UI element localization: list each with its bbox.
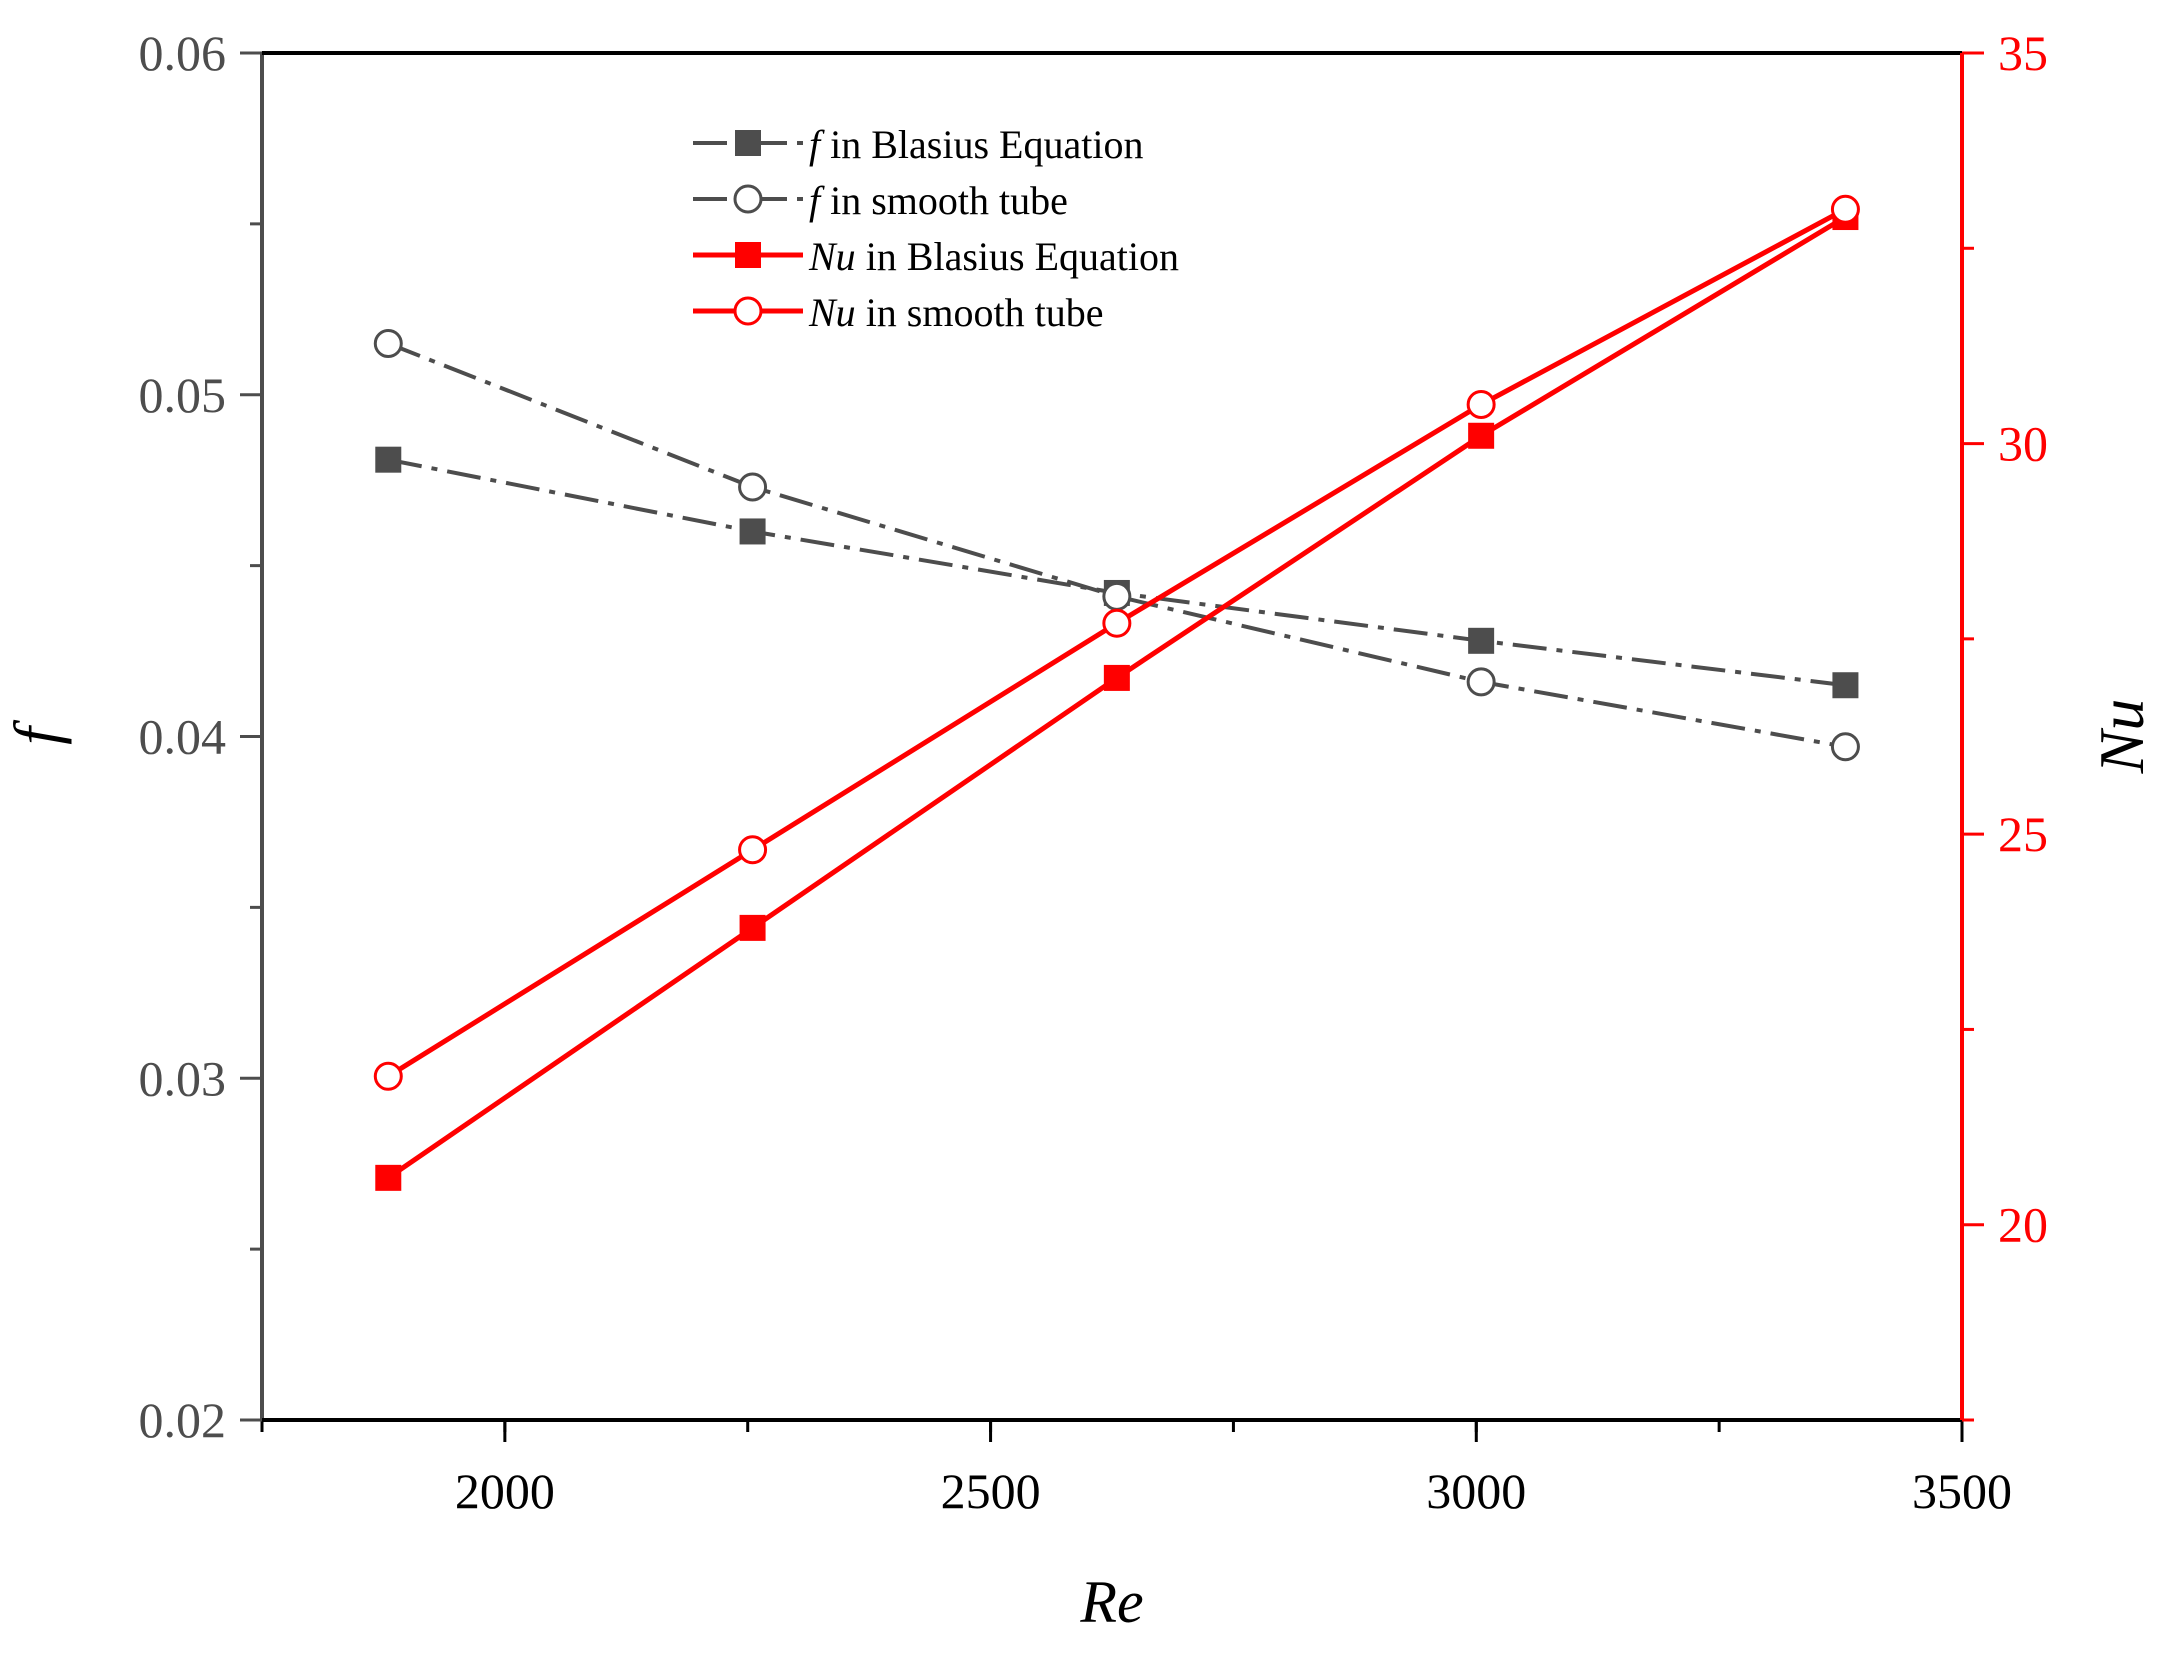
data-point [1103, 664, 1130, 691]
y-left-tick-label: 0.02 [139, 1392, 227, 1448]
legend-swatch-marker [735, 130, 761, 156]
data-point [1468, 422, 1495, 449]
series-line [386, 214, 1847, 1180]
series-3 [373, 194, 1860, 1091]
y-left-tick-label: 0.04 [139, 709, 227, 765]
data-point [1830, 194, 1860, 224]
data-point [1102, 608, 1132, 638]
data-point [1830, 732, 1860, 762]
y-left-axis-title: f [1, 719, 72, 745]
series-line [387, 341, 1846, 749]
legend-label-text: in smooth tube [820, 178, 1068, 223]
legend-item: f in smooth tube [693, 178, 1068, 223]
data-point [739, 518, 766, 545]
data-point [375, 446, 402, 473]
y-right-tick-label: 35 [1998, 25, 2048, 81]
x-tick-label: 3500 [1912, 1463, 2012, 1519]
data-point [373, 328, 403, 358]
data-point [373, 1061, 403, 1091]
data-point [1468, 627, 1495, 654]
legend-label: f in Blasius Equation [809, 122, 1143, 167]
series-2 [375, 204, 1859, 1191]
legend-label-text: in smooth tube [856, 290, 1104, 335]
legend-label: f in smooth tube [809, 178, 1068, 223]
y-right-tick-label: 25 [1998, 806, 2048, 862]
legend: f in Blasius Equation f in smooth tube Nu … [693, 122, 1179, 335]
series-0 [375, 446, 1859, 699]
x-axis-ticks: 2000 2500 3000 3500 [260, 1420, 2012, 1519]
y-left-tick-label: 0.03 [139, 1050, 227, 1106]
series-line [387, 457, 1846, 688]
legend-label-text: in Blasius Equation [856, 234, 1179, 279]
legend-label-symbol: Nu [808, 234, 856, 279]
y-right-axis-title: Nu [2086, 699, 2157, 775]
data-point [738, 472, 768, 502]
data-point [1466, 390, 1496, 420]
legend-item: Nu in smooth tube [693, 290, 1103, 335]
y-left-tick-label: 0.06 [139, 25, 227, 81]
x-tick-label: 2000 [455, 1463, 555, 1519]
y-left-axis-ticks: 0.02 0.03 0.04 0.05 0.06 [139, 25, 262, 1448]
y-right-tick-label: 30 [1998, 416, 2048, 472]
x-tick-label: 3000 [1426, 1463, 1526, 1519]
x-tick-label: 2500 [941, 1463, 1041, 1519]
legend-swatch-marker [733, 184, 763, 214]
legend-label: Nu in smooth tube [808, 290, 1103, 335]
series-layer [373, 194, 1860, 1191]
data-point [739, 914, 766, 941]
x-axis-title: Re [1079, 1569, 1143, 1635]
data-point [1102, 581, 1132, 611]
y-left-tick-label: 0.05 [139, 367, 227, 423]
data-point [1466, 667, 1496, 697]
legend-label: Nu in Blasius Equation [808, 234, 1179, 279]
legend-item: f in Blasius Equation [693, 122, 1143, 167]
data-point [375, 1164, 402, 1191]
data-point [738, 835, 768, 865]
legend-label-text: in Blasius Equation [820, 122, 1143, 167]
y-right-axis-ticks: 20 25 30 35 [1962, 25, 2048, 1422]
legend-label-symbol: Nu [808, 290, 856, 335]
legend-swatch-marker [733, 296, 763, 326]
data-point [1832, 672, 1859, 699]
series-1 [373, 328, 1860, 762]
legend-item: Nu in Blasius Equation [693, 234, 1179, 279]
y-right-tick-label: 20 [1998, 1197, 2048, 1253]
series-line [386, 207, 1847, 1079]
legend-swatch-marker [735, 242, 761, 268]
